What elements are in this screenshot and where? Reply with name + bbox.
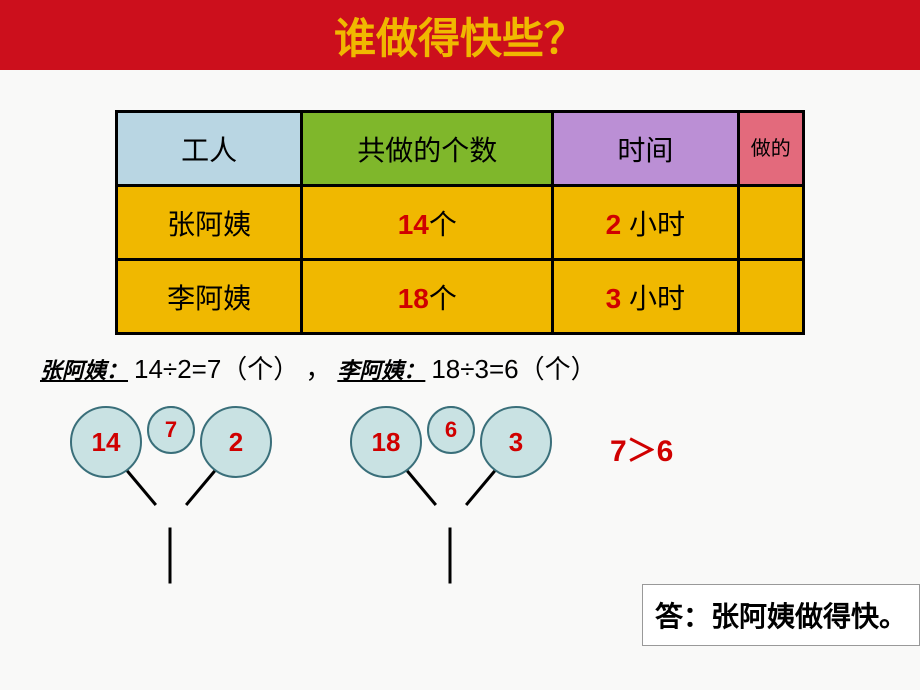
row1-time-num: 2 [606, 209, 622, 240]
line-g2-c [449, 528, 452, 584]
row2-name: 李阿姨 [117, 260, 302, 334]
row1-count: 14个 [302, 186, 553, 260]
row2-time: 3 小时 [553, 260, 738, 334]
title-bar: 谁做得快些？ [0, 0, 920, 70]
answer-box: 答：张阿姨做得快。 [642, 584, 920, 646]
eq-right: 18÷3=6（个） [431, 349, 596, 386]
g1-result: 7 [147, 406, 195, 454]
row2-time-num: 3 [606, 283, 622, 314]
title-text: 谁做得快些？ [334, 5, 586, 66]
eq-sep: ， [305, 349, 331, 386]
equations-line: 张阿姨： 14÷2=7（个） ， 李阿姨： 18÷3=6（个） [40, 349, 920, 386]
eq-left: 14÷2=7（个） [134, 349, 299, 386]
row2-count: 18个 [302, 260, 553, 334]
diagram-area: 14 2 ÷ 7 18 3 ÷ 6 7＞6 答：张阿姨做得快。 [0, 406, 920, 656]
eq-label-right: 李阿姨： [337, 353, 425, 385]
row2-extra [738, 260, 803, 334]
table-row: 张阿姨 14个 2 小时 [117, 186, 804, 260]
g1-b: 2 [200, 406, 272, 478]
compare-text: 7＞6 [610, 426, 673, 470]
row2-time-unit: 小时 [621, 283, 685, 314]
row1-count-unit: 个 [429, 209, 457, 240]
row1-time-unit: 小时 [621, 209, 685, 240]
header-count: 共做的个数 [302, 112, 553, 186]
g2-result: 6 [427, 406, 475, 454]
header-extra: 做的 [738, 112, 803, 186]
header-time: 时间 [553, 112, 738, 186]
row1-time: 2 小时 [553, 186, 738, 260]
data-table: 工人 共做的个数 时间 做的 张阿姨 14个 2 小时 李阿姨 18个 3 小时 [115, 110, 805, 335]
table-header-row: 工人 共做的个数 时间 做的 [117, 112, 804, 186]
row1-count-num: 14 [398, 209, 429, 240]
g1-a: 14 [70, 406, 142, 478]
row1-extra [738, 186, 803, 260]
g2-b: 3 [480, 406, 552, 478]
table-row: 李阿姨 18个 3 小时 [117, 260, 804, 334]
row1-name: 张阿姨 [117, 186, 302, 260]
g2-a: 18 [350, 406, 422, 478]
row2-count-unit: 个 [429, 283, 457, 314]
header-worker: 工人 [117, 112, 302, 186]
line-g1-c [169, 528, 172, 584]
eq-label-left: 张阿姨： [40, 353, 128, 385]
row2-count-num: 18 [398, 283, 429, 314]
